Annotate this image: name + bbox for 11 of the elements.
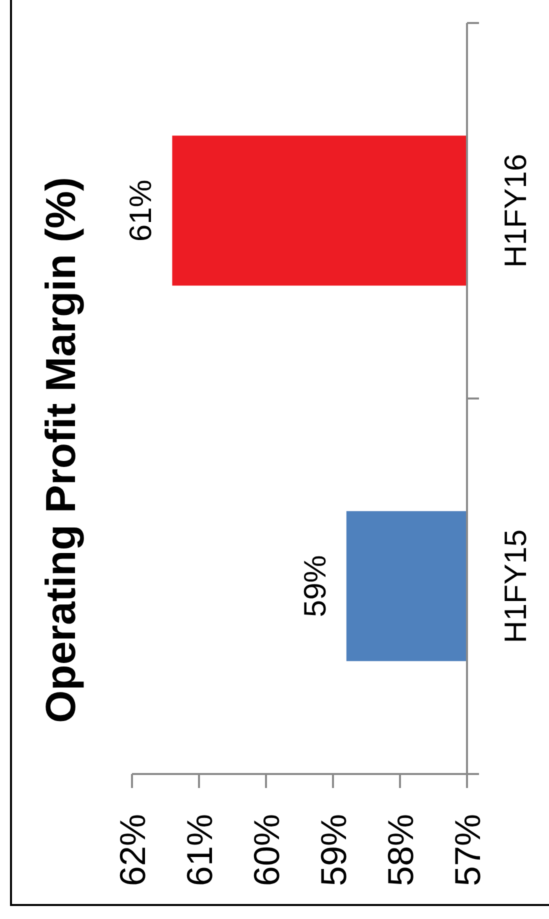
text: Operating Profit Margin (%) — [37, 177, 84, 723]
data-label: 61% — [123, 180, 158, 242]
x-tick-label: 57% — [446, 814, 488, 886]
x-tick-label: 61% — [178, 814, 220, 886]
data-label: 59% — [297, 555, 332, 618]
x-tick-label: 58% — [380, 814, 421, 886]
y-tick-label: H1FY16 — [498, 154, 533, 268]
y-tick-label: H1FY15 — [498, 529, 533, 644]
x-tick-label: 62% — [112, 814, 153, 886]
x-tick-label: 59% — [312, 814, 354, 886]
x-tick-label: 60% — [246, 814, 287, 886]
